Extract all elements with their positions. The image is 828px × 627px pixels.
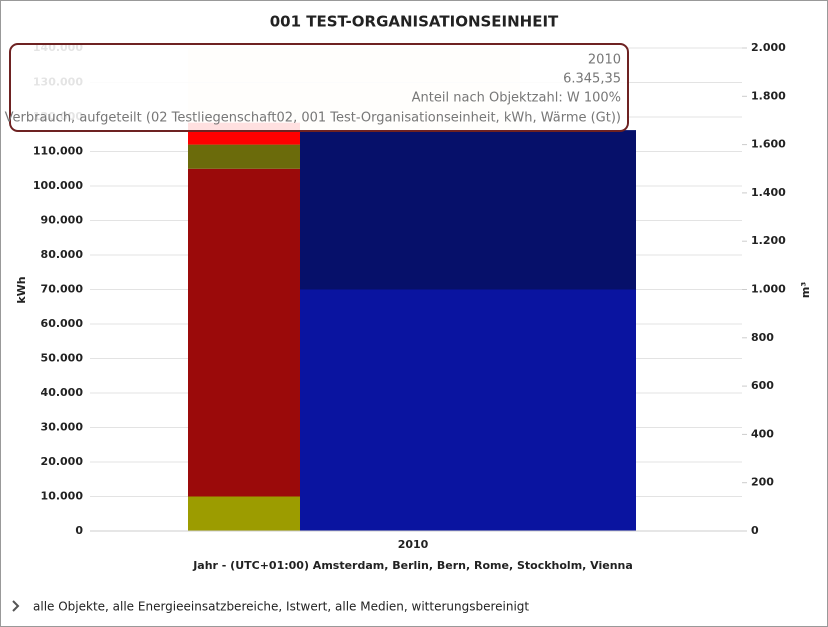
y2-tick-label: 0 bbox=[751, 524, 759, 537]
y-tick-label: 60.000 bbox=[41, 317, 84, 330]
chart-title: 001 TEST-ORGANISATIONSEINHEIT bbox=[270, 13, 559, 31]
footer-text[interactable]: alle Objekte, alle Energieeinsatzbereich… bbox=[33, 600, 529, 614]
y-tick-label: 70.000 bbox=[41, 283, 84, 296]
y-tick-label: 0 bbox=[75, 524, 83, 537]
tooltip-description: Verbrauch, aufgeteilt (02 Testliegenscha… bbox=[5, 111, 621, 126]
y2-tick-label: 200 bbox=[751, 476, 774, 489]
bar-segment bbox=[188, 144, 300, 169]
y2-tick-label: 1.800 bbox=[751, 89, 786, 102]
tooltip-share: Anteil nach Objektzahl: W 100% bbox=[412, 91, 621, 106]
tooltip-box bbox=[9, 43, 629, 132]
bar-segment bbox=[300, 289, 636, 531]
y-tick-label: 10.000 bbox=[41, 490, 84, 503]
x-tick-label: 2010 bbox=[398, 538, 429, 551]
y-tick-label: 110.000 bbox=[33, 145, 83, 158]
y2-axis-label: m³ bbox=[799, 282, 812, 298]
y2-tick-label: 600 bbox=[751, 379, 774, 392]
y-tick-label: 100.000 bbox=[33, 179, 83, 192]
y2-tick-label: 1.600 bbox=[751, 138, 786, 151]
expand-chevron[interactable] bbox=[12, 600, 20, 612]
y-tick-label: 50.000 bbox=[41, 352, 84, 365]
tooltip-category: 2010 bbox=[588, 53, 621, 68]
y-tick-label: 80.000 bbox=[41, 248, 84, 261]
y2-tick-label: 1.400 bbox=[751, 186, 786, 199]
tooltip-value: 6.345,35 bbox=[563, 72, 621, 87]
bar-segment bbox=[188, 168, 300, 497]
y2-tick-label: 800 bbox=[751, 331, 774, 344]
bar-segment bbox=[300, 130, 636, 290]
y-tick-label: 40.000 bbox=[41, 386, 84, 399]
y2-tick-label: 1.200 bbox=[751, 234, 786, 247]
tooltip: 2010 6.345,35 Anteil nach Objektzahl: W … bbox=[5, 43, 629, 132]
x-axis-label: Jahr - (UTC+01:00) Amsterdam, Berlin, Be… bbox=[192, 559, 633, 572]
y-axis-label: kWh bbox=[15, 276, 28, 303]
y2-tick-label: 400 bbox=[751, 427, 774, 440]
y2-tick-label: 1.000 bbox=[751, 283, 786, 296]
y-tick-label: 20.000 bbox=[41, 455, 84, 468]
bar-segment bbox=[188, 496, 300, 531]
y-tick-label: 30.000 bbox=[41, 421, 84, 434]
y-tick-label: 90.000 bbox=[41, 214, 84, 227]
y2-tick-label: 2.000 bbox=[751, 41, 786, 54]
